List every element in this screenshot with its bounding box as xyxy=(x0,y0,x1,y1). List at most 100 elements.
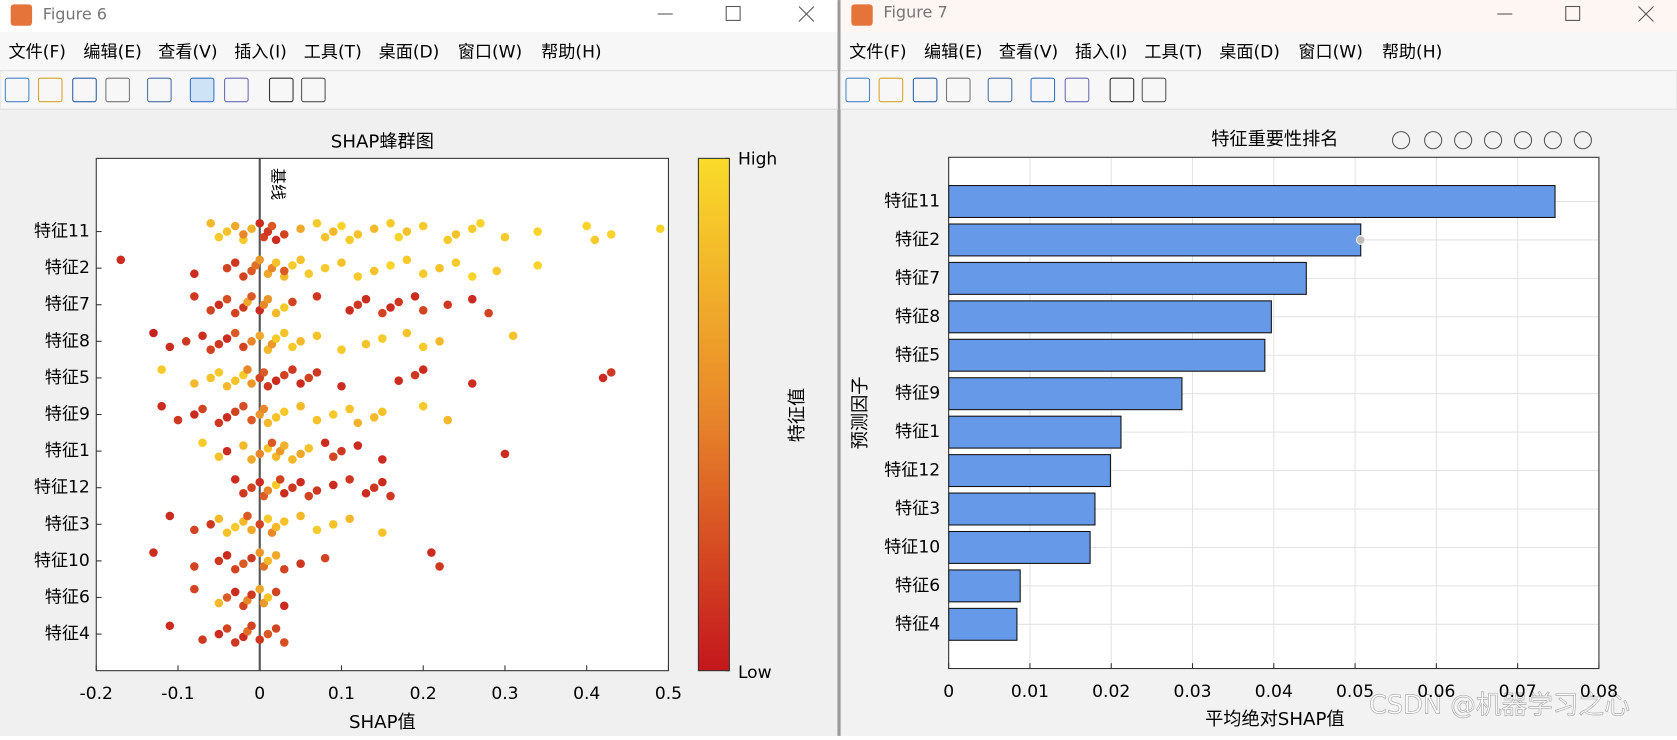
swarm-point xyxy=(418,306,428,315)
swarm-point xyxy=(402,328,412,338)
swarm-point xyxy=(467,294,477,304)
swarm-point xyxy=(312,331,322,341)
menu-item[interactable]: 编辑(E) xyxy=(83,42,141,62)
menu-item[interactable]: 帮助(H) xyxy=(1382,42,1442,62)
axes-tool[interactable] xyxy=(1543,131,1563,150)
swarm-point xyxy=(243,365,252,374)
axes-tool[interactable] xyxy=(1454,131,1473,150)
x-tick-label: 0.1 xyxy=(328,684,355,704)
tool-button[interactable] xyxy=(147,77,172,103)
swarm-point xyxy=(247,415,256,425)
menu-item[interactable]: 文件(F) xyxy=(9,42,66,62)
axes-tool[interactable] xyxy=(1424,131,1443,150)
swarm-point xyxy=(288,342,297,352)
swarm-point xyxy=(165,621,175,631)
swarm-point xyxy=(198,635,207,644)
tool-button[interactable] xyxy=(945,77,971,103)
tool-button[interactable] xyxy=(268,77,294,103)
swarm-point xyxy=(222,528,232,537)
menu-item[interactable]: 插入(I) xyxy=(234,42,287,62)
swarm-point xyxy=(288,365,297,374)
bar xyxy=(948,607,1018,641)
menu-item[interactable]: 帮助(H) xyxy=(541,42,601,62)
swarm-point xyxy=(451,230,461,239)
y-tick-label: 特征9 xyxy=(45,405,90,425)
menu-item[interactable]: 查看(V) xyxy=(999,42,1058,62)
swarm-point xyxy=(173,415,183,425)
close[interactable] xyxy=(798,6,815,22)
tool-button[interactable] xyxy=(1109,77,1135,103)
y-tick-label: 特征4 xyxy=(895,614,940,634)
menu-item[interactable]: 窗口(W) xyxy=(458,42,523,62)
tool-button[interactable] xyxy=(1141,77,1167,103)
title-bar xyxy=(0,0,838,33)
menu-item[interactable]: 桌面(D) xyxy=(1219,42,1280,62)
tool-button[interactable] xyxy=(1064,77,1090,103)
swarm-point xyxy=(230,308,240,318)
swarm-point xyxy=(345,235,354,245)
swarm-point xyxy=(247,455,256,464)
maximize[interactable] xyxy=(725,5,741,21)
swarm-point xyxy=(337,381,346,391)
y-tick-label: 特征7 xyxy=(45,295,90,315)
swarm-point xyxy=(279,488,289,498)
swarm-point xyxy=(255,255,265,265)
swarm-point xyxy=(337,345,346,354)
swarm-point xyxy=(206,306,215,315)
maximize[interactable] xyxy=(1565,5,1581,21)
menu-item[interactable]: 工具(T) xyxy=(1144,42,1202,62)
menu-item[interactable]: 窗口(W) xyxy=(1298,42,1363,62)
tool-button[interactable] xyxy=(72,77,97,103)
x-tick-label: 0.5 xyxy=(655,684,682,704)
swarm-point xyxy=(418,342,428,352)
tool-button[interactable] xyxy=(189,77,215,103)
window-title: Figure 6 xyxy=(43,5,107,24)
swarm-point xyxy=(267,438,277,448)
tool-button[interactable] xyxy=(224,77,249,103)
menu-item[interactable]: 编辑(E) xyxy=(924,42,982,62)
swarm-point xyxy=(206,373,215,383)
swarm-point xyxy=(198,404,207,414)
swarm-point xyxy=(247,621,256,631)
swarm-point xyxy=(606,368,616,377)
tool-button[interactable] xyxy=(845,77,871,103)
tool-button[interactable] xyxy=(878,77,904,103)
tool-button[interactable] xyxy=(37,77,63,103)
datatip[interactable] xyxy=(1355,235,1366,245)
swarm-point xyxy=(247,224,256,234)
swarm-point xyxy=(263,629,273,639)
menu-item[interactable]: 插入(I) xyxy=(1075,42,1128,62)
menu-item[interactable]: 文件(F) xyxy=(849,42,906,62)
menu-bar xyxy=(0,32,838,71)
swarm-point xyxy=(353,272,363,281)
axes-tool[interactable] xyxy=(1513,131,1533,150)
chart-title: 特征重要性排名 xyxy=(1211,129,1338,150)
swarm-point xyxy=(467,272,477,281)
menu-item[interactable]: 桌面(D) xyxy=(379,42,440,62)
swarm-point xyxy=(296,401,305,411)
swarm-point xyxy=(263,381,273,391)
swarm-point xyxy=(271,308,281,318)
menu-item[interactable]: 工具(T) xyxy=(304,42,362,62)
axes-tool[interactable] xyxy=(1483,131,1503,150)
swarm-point xyxy=(500,232,510,242)
x-tick-label: 0.4 xyxy=(573,684,600,704)
axes-box xyxy=(95,157,669,672)
tool-button[interactable] xyxy=(912,77,938,103)
tool-button[interactable] xyxy=(1030,77,1056,103)
close[interactable] xyxy=(1638,6,1654,22)
axes-tool[interactable] xyxy=(1391,131,1411,150)
menu-item[interactable]: 查看(V) xyxy=(158,42,217,62)
swarm-point xyxy=(222,624,232,633)
x-tick-label: 0.2 xyxy=(410,684,437,704)
tool-button[interactable] xyxy=(301,77,326,103)
swarm-point xyxy=(337,446,346,456)
tool-button[interactable] xyxy=(987,77,1013,103)
swarm-point xyxy=(263,294,273,304)
swarm-point xyxy=(378,455,387,464)
axes-tool[interactable] xyxy=(1573,131,1592,150)
tool-button[interactable] xyxy=(4,77,30,103)
swarm-point xyxy=(206,345,215,354)
swarm-point xyxy=(206,218,215,228)
tool-button[interactable] xyxy=(105,77,130,103)
